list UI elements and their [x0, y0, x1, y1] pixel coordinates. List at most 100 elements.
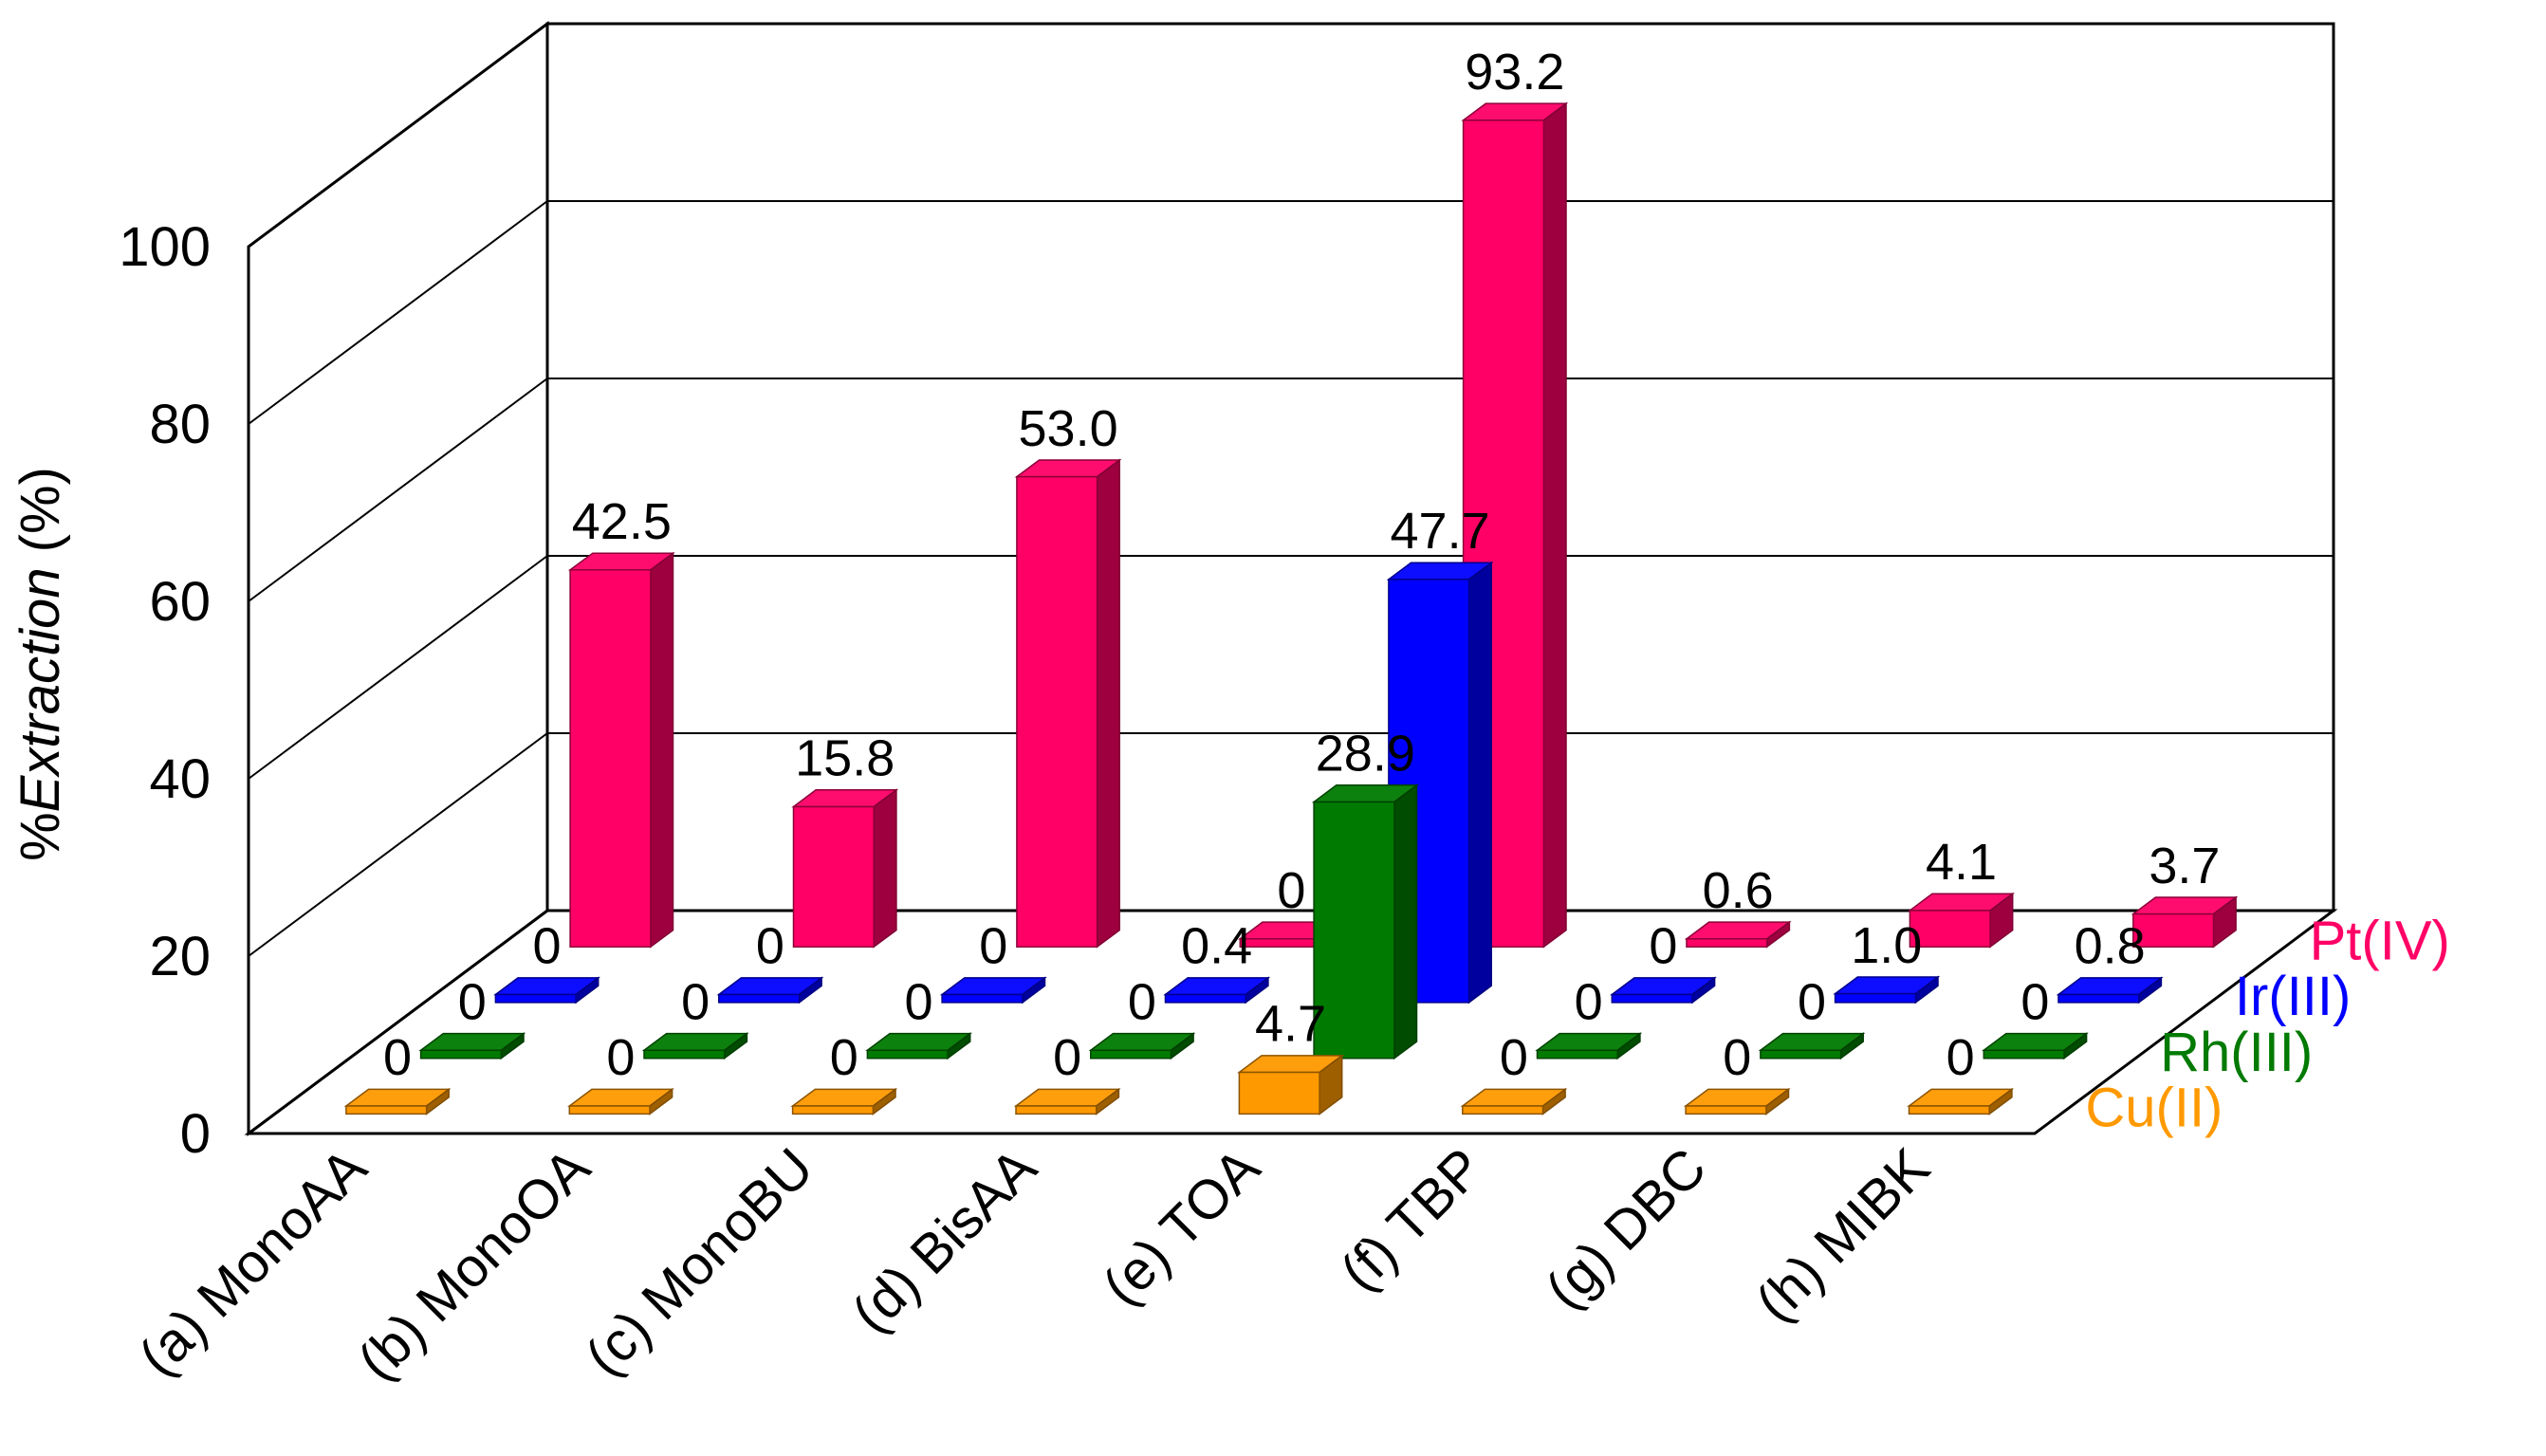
gridline-side	[248, 378, 548, 602]
data-label: 42.5	[572, 493, 672, 550]
bar	[1684, 920, 1792, 949]
bar	[1833, 975, 1941, 1004]
bar	[1014, 458, 1122, 949]
bar-front	[1611, 993, 1693, 1004]
x-category-label: (f) TBP	[1329, 1136, 1495, 1302]
data-label: 0	[979, 918, 1007, 975]
bar-front	[2057, 993, 2140, 1004]
bar-front	[866, 1049, 949, 1060]
bar-side	[873, 788, 897, 949]
bar-front	[419, 1049, 503, 1060]
data-label: 53.0	[1019, 400, 1118, 457]
bar	[1460, 1087, 1568, 1115]
bar-front	[494, 993, 577, 1004]
bar	[567, 551, 675, 949]
x-category-label: (c) MonoBU	[574, 1136, 825, 1388]
bar	[343, 1087, 452, 1115]
data-label: 4.7	[1255, 996, 1326, 1053]
bar	[939, 976, 1047, 1004]
y-tick-label: 100	[119, 216, 211, 278]
data-label: 0	[1053, 1029, 1081, 1086]
bar-front	[2132, 912, 2215, 948]
bar-side	[1393, 783, 1418, 1060]
legend-series-label: Cu(II)	[2085, 1078, 2223, 1139]
bar-front	[1686, 938, 1768, 948]
data-label: 0	[2020, 973, 2049, 1030]
side-wall	[247, 21, 549, 1136]
bar-front	[569, 569, 652, 948]
bar	[790, 1087, 898, 1115]
data-label: 0	[1575, 973, 1603, 1030]
data-label: 0	[756, 918, 784, 975]
bar	[1013, 1087, 1121, 1115]
data-label: 0.4	[1181, 918, 1252, 975]
bar	[716, 976, 824, 1004]
data-label: 0.6	[1703, 862, 1774, 919]
data-label: 0	[905, 973, 933, 1030]
bar	[493, 976, 600, 1004]
data-label: 4.1	[1926, 834, 1997, 891]
bar	[567, 1087, 674, 1115]
bar	[1683, 1087, 1791, 1115]
bar	[865, 1032, 972, 1060]
data-label: 1.0	[1851, 917, 1922, 974]
bar	[2131, 895, 2239, 949]
bar-side	[1542, 101, 1567, 949]
bar-front	[345, 1105, 428, 1115]
data-label: 15.8	[795, 730, 895, 787]
bar-front	[1016, 475, 1098, 948]
y-axis-title-suffix: (%)	[9, 467, 71, 567]
legend-series-label: Pt(IV)	[2310, 910, 2450, 971]
legend-series-label: Ir(III)	[2235, 966, 2351, 1027]
bar	[1088, 1032, 1196, 1060]
x-category-label: (b) MonoOA	[346, 1136, 602, 1392]
legend-series-label: Rh(III)	[2160, 1022, 2313, 1083]
bar	[1237, 1054, 1344, 1115]
data-label: 0	[1649, 918, 1677, 975]
bar-front	[1760, 1049, 1842, 1060]
bar	[1163, 976, 1271, 1004]
y-axis-title-prefix: %	[9, 812, 71, 861]
y-tick-label: 60	[149, 571, 211, 633]
bar-side	[1467, 561, 1492, 1004]
bar-front	[1090, 1049, 1172, 1060]
data-label: 0	[1723, 1029, 1751, 1086]
y-tick-label: 0	[180, 1103, 211, 1165]
bar	[1982, 1032, 2089, 1060]
bar	[1907, 1087, 2015, 1115]
bar	[1610, 976, 1717, 1004]
bar-front	[1462, 1105, 1544, 1115]
bar	[791, 788, 899, 949]
bar-front	[1313, 801, 1395, 1060]
bar-front	[1909, 910, 1991, 948]
data-label: 0	[533, 918, 562, 975]
chart-bars	[343, 101, 2239, 1115]
chart-walls	[244, 21, 2338, 1136]
bar	[1908, 892, 2015, 949]
bar	[1535, 1032, 1643, 1060]
data-label: 0	[606, 1029, 635, 1086]
data-label: 0	[830, 1029, 858, 1086]
bar	[1311, 783, 1419, 1060]
data-label: 3.7	[2149, 838, 2220, 894]
data-label: 0	[1798, 973, 1826, 1030]
bar-front	[718, 993, 801, 1004]
bar-front	[1536, 1049, 1618, 1060]
data-label: 93.2	[1465, 44, 1564, 101]
bar-front	[791, 1105, 875, 1115]
bar-front	[941, 993, 1024, 1004]
data-label: 0	[1946, 1029, 1975, 1086]
x-category-label: (a) MonoAA	[127, 1136, 378, 1388]
x-category-label: (e) TOA	[1091, 1136, 1272, 1318]
gridline-side	[248, 732, 548, 957]
y-tick-label: 20	[149, 926, 211, 987]
bar-front	[1908, 1105, 1990, 1115]
bar-front	[792, 805, 875, 948]
gridline-side	[248, 200, 548, 425]
bar	[641, 1032, 749, 1060]
x-category-label: (h) MIBK	[1744, 1136, 1942, 1334]
bar-front	[643, 1049, 726, 1060]
bar	[2056, 976, 2164, 1004]
